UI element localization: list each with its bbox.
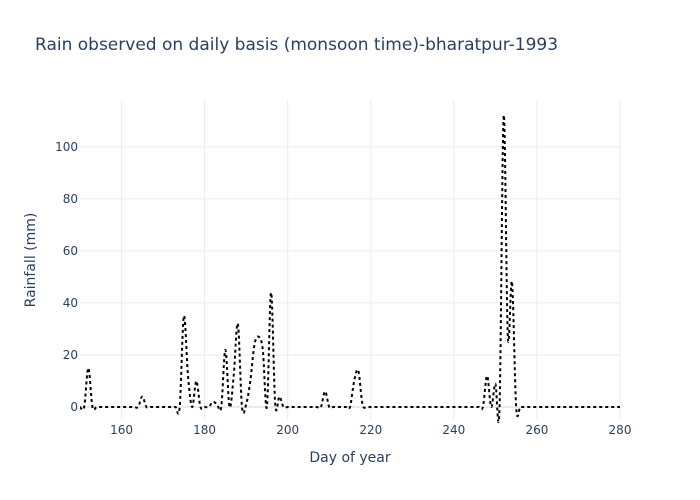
x-tick-label: 160 bbox=[110, 423, 133, 437]
y-tick-label: 0 bbox=[70, 400, 78, 414]
y-tick-label: 40 bbox=[63, 296, 78, 310]
y-tick-label: 80 bbox=[63, 192, 78, 206]
y-tick-label: 20 bbox=[63, 348, 78, 362]
x-axis-title: Day of year bbox=[309, 450, 391, 466]
plot-area bbox=[79, 114, 620, 424]
y-tick-labels: 0 20 40 60 80 100 bbox=[55, 140, 78, 414]
grid-lines bbox=[80, 100, 621, 420]
x-tick-label: 200 bbox=[276, 423, 299, 437]
y-axis-title: Rainfall (mm) bbox=[23, 213, 39, 308]
x-tick-label: 260 bbox=[525, 423, 548, 437]
y-tick-label: 60 bbox=[63, 244, 78, 258]
x-tick-label: 220 bbox=[359, 423, 382, 437]
x-tick-label: 240 bbox=[442, 423, 465, 437]
x-tick-labels: 160 180 200 220 240 260 280 bbox=[110, 423, 631, 437]
chart-title: Rain observed on daily basis (monsoon ti… bbox=[35, 35, 558, 55]
y-tick-label: 100 bbox=[55, 140, 78, 154]
x-tick-label: 280 bbox=[609, 423, 632, 437]
rainfall-series-line bbox=[79, 114, 620, 424]
x-tick-label: 180 bbox=[193, 423, 216, 437]
